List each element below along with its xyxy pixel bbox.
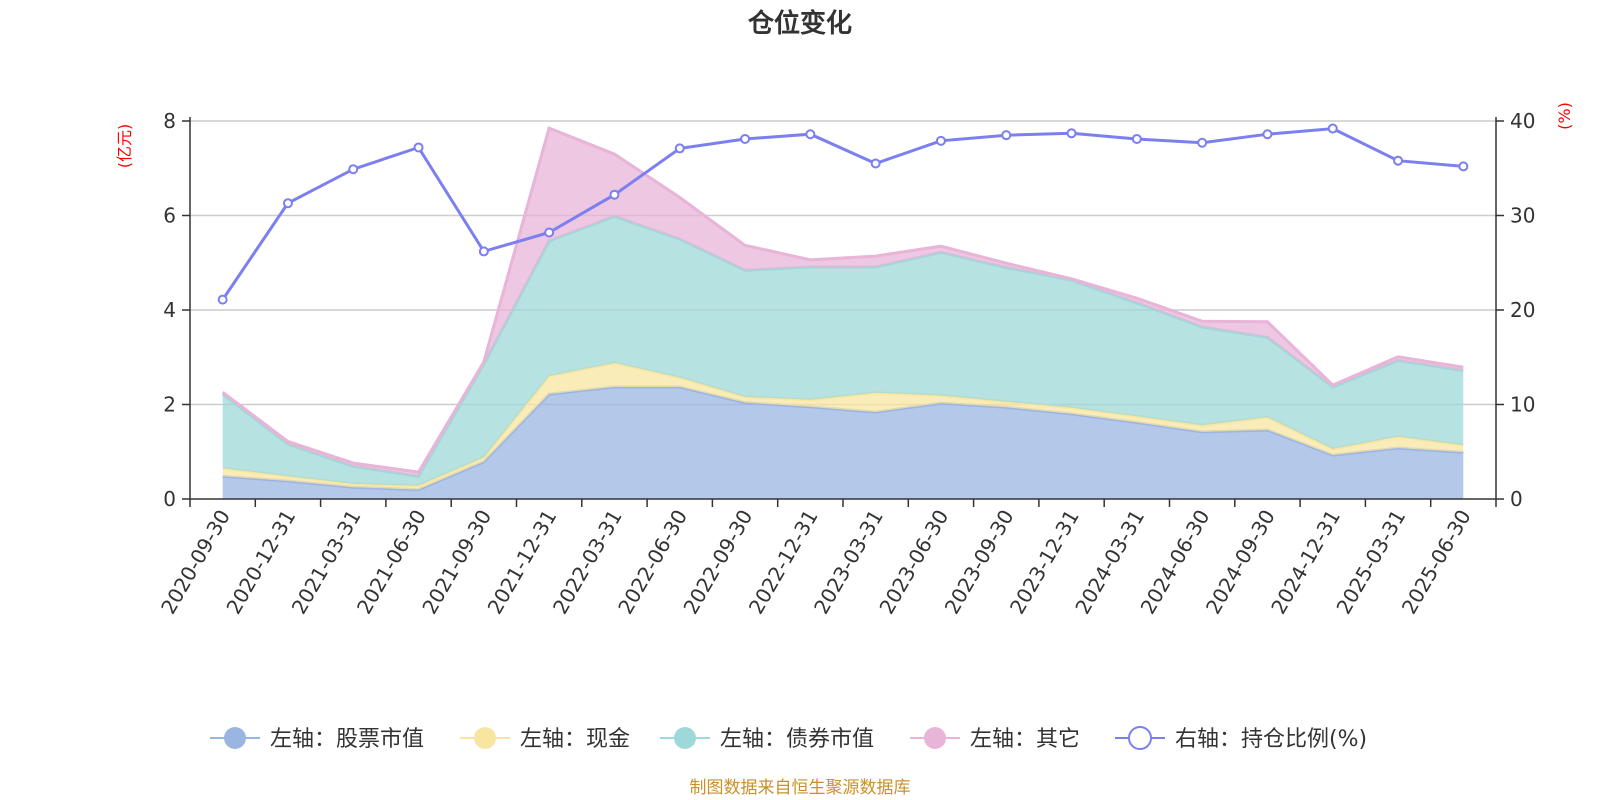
legend[interactable]: 左轴：股票市值 左轴：现金 左轴：债券市值 左轴：其它 右轴：持仓比例(%): [210, 726, 1367, 752]
legend-label: 左轴：股票市值: [270, 727, 424, 752]
ratio-point: [1066, 128, 1077, 139]
legend-label: 右轴：持仓比例(%): [1175, 727, 1367, 752]
ratio-point: [674, 143, 685, 154]
ratio-point: [805, 129, 816, 140]
right-axis-tick-label: 20: [1510, 298, 1535, 322]
area-左轴：其它: [222, 128, 1464, 477]
legend-label: 左轴：债券市值: [720, 727, 874, 752]
area-edge-左轴：其它: [221, 126, 1464, 474]
x-axis-tick-label: 2025-06-30: [1397, 506, 1476, 619]
stacked-area-series: [221, 126, 1464, 499]
data-source-footer: 制图数据来自恒生聚源数据库: [690, 778, 911, 798]
ratio-point: [740, 133, 751, 144]
legend-marker: [674, 727, 696, 749]
ratio-point: [1001, 130, 1012, 141]
legend-item[interactable]: 右轴：持仓比例(%): [1115, 726, 1367, 752]
legend-label: 左轴：现金: [520, 727, 630, 752]
ratio-point: [217, 294, 228, 305]
legend-item[interactable]: 左轴：股票市值: [210, 727, 424, 752]
ratio-line: [221, 127, 1464, 301]
ratio-point: [870, 158, 881, 169]
chart-title: 仓位变化: [747, 8, 852, 39]
ratio-line-series: [217, 123, 1469, 305]
right-axis-tick-label: 40: [1510, 109, 1535, 133]
ratio-point: [282, 198, 293, 209]
area-左轴：股票市值: [222, 387, 1464, 499]
ratio-point: [413, 142, 424, 153]
legend-marker: [474, 727, 496, 749]
ratio-point: [348, 164, 359, 175]
ratio-point: [1393, 155, 1404, 166]
legend-item[interactable]: 左轴：债券市值: [660, 727, 874, 752]
left-axis-tick-label: 0: [163, 487, 176, 511]
ratio-point: [544, 227, 555, 238]
area-左轴：现金: [222, 362, 1464, 490]
area-左轴：债券市值: [222, 216, 1464, 486]
legend-item[interactable]: 左轴：现金: [460, 727, 630, 752]
right-axis-tick-label: 10: [1510, 393, 1535, 417]
legend-label: 左轴：其它: [970, 727, 1080, 752]
right-axis-tick-label: 30: [1510, 204, 1535, 228]
ratio-point: [1458, 161, 1469, 172]
ratio-point: [478, 246, 489, 257]
left-axis-tick-label: 4: [163, 298, 176, 322]
left-axis-tick-label: 8: [163, 109, 176, 133]
left-axis-tick-label: 6: [163, 204, 176, 228]
legend-marker: [224, 727, 246, 749]
ratio-point: [1327, 123, 1338, 134]
legend-item[interactable]: 左轴：其它: [910, 727, 1080, 752]
ratio-point: [609, 189, 620, 200]
right-axis-unit: (%): [1555, 102, 1574, 130]
ratio-point: [1262, 129, 1273, 140]
legend-marker: [924, 727, 946, 749]
ratio-point: [935, 135, 946, 146]
ratio-point: [1131, 133, 1142, 144]
ratio-point: [1197, 137, 1208, 148]
left-axis-unit: (亿元): [115, 124, 134, 169]
left-axis-tick-label: 2: [163, 393, 176, 417]
legend-marker: [1128, 726, 1152, 750]
right-axis-tick-label: 0: [1510, 487, 1523, 511]
